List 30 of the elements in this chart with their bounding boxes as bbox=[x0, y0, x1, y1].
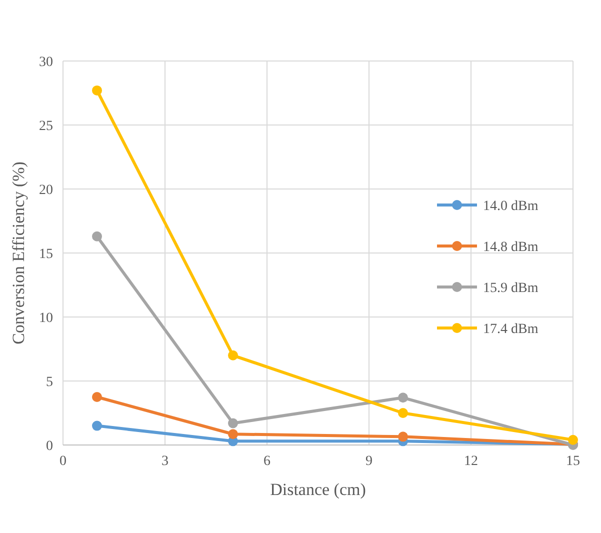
point bbox=[92, 392, 102, 402]
y-axis-title: Conversion Efficiency (%) bbox=[9, 162, 28, 344]
point bbox=[568, 434, 578, 445]
point bbox=[92, 231, 102, 242]
legend-label: 17.4 dBm bbox=[483, 322, 538, 337]
legend-label: 15.9 dBm bbox=[483, 281, 538, 296]
x-tick-label: 9 bbox=[366, 454, 372, 469]
x-tick-label: 12 bbox=[464, 454, 478, 469]
x-tick-label: 0 bbox=[60, 454, 66, 469]
legend-label: 14.8 dBm bbox=[483, 240, 538, 255]
point bbox=[228, 350, 238, 360]
y-tick-label: 20 bbox=[39, 183, 53, 198]
point bbox=[228, 418, 238, 428]
point bbox=[92, 85, 102, 96]
point bbox=[398, 392, 408, 403]
point bbox=[92, 420, 102, 431]
point bbox=[398, 408, 408, 418]
y-tick-label: 0 bbox=[46, 439, 53, 454]
y-tick-label: 5 bbox=[46, 375, 53, 390]
x-tick-label: 15 bbox=[566, 454, 580, 469]
y-tick-label: 25 bbox=[39, 119, 53, 134]
x-tick-label: 6 bbox=[264, 454, 270, 469]
x-tick-label: 3 bbox=[162, 454, 168, 469]
point bbox=[228, 429, 238, 440]
legend-label: 14.0 dBm bbox=[483, 199, 538, 214]
point bbox=[398, 432, 408, 442]
x-axis-title: Distance (cm) bbox=[270, 480, 366, 499]
y-tick-label: 10 bbox=[39, 311, 53, 326]
y-tick-label: 15 bbox=[39, 247, 53, 262]
y-tick-label: 30 bbox=[39, 55, 53, 70]
